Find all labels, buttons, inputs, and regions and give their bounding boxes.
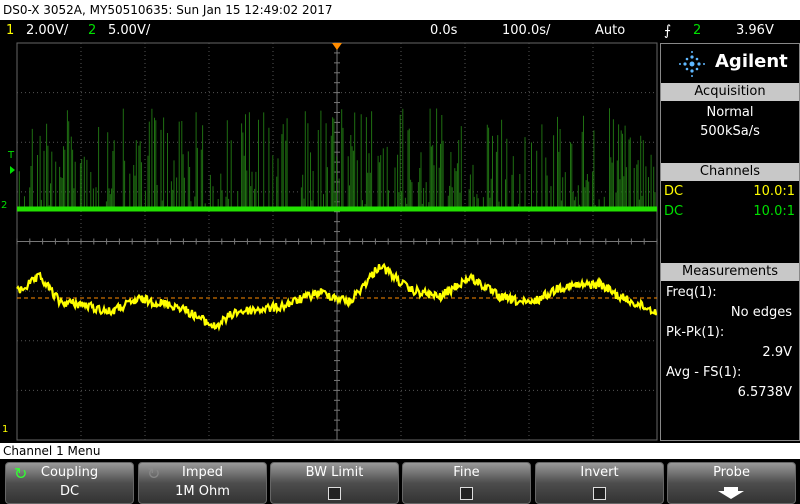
ch1-scale: 2.00V/ xyxy=(26,23,69,38)
measurement-label: Freq(1): xyxy=(666,285,717,300)
softkey-value: 1M Ohm xyxy=(175,484,230,499)
softkey[interactable]: Fine xyxy=(402,462,531,504)
ch2-marker: 2 xyxy=(1,200,8,211)
ch1-trace xyxy=(16,262,658,332)
checkbox[interactable] xyxy=(593,487,606,500)
ch2-coupling: DC xyxy=(664,204,684,219)
ch1-number: 1 xyxy=(6,23,15,38)
graticule-area xyxy=(10,42,658,441)
ch1-marker: 1 xyxy=(2,424,9,435)
menu-title-bar: Channel 1 Menu xyxy=(0,443,800,459)
channels-header: Channels xyxy=(661,163,799,181)
brand: Agilent xyxy=(715,51,788,72)
checkbox[interactable] xyxy=(328,487,341,500)
ch2-probe: 10.0:1 xyxy=(753,204,795,219)
knob-icon: ↻ xyxy=(14,464,28,483)
ch1-coupling: DC xyxy=(664,184,684,199)
measurements-header: Measurements xyxy=(661,263,799,281)
title-bar: DS0-X 3052A, MY50510635: Sun Jan 15 12:4… xyxy=(0,0,800,20)
softkey[interactable]: BW Limit xyxy=(270,462,399,504)
ch2-number: 2 xyxy=(88,23,97,38)
softkey-label: Fine xyxy=(453,465,480,480)
time-reference-marker xyxy=(332,43,342,50)
trigger-mode: Auto xyxy=(595,23,626,38)
acquisition-header: Acquisition xyxy=(661,83,799,101)
measurement-value: 2.9V xyxy=(762,345,792,360)
acquisition-mode: Normal xyxy=(706,105,754,120)
softkey[interactable]: Probe xyxy=(667,462,796,504)
trigger-marker: T xyxy=(8,150,15,161)
softkey[interactable]: ↻ Imped 1M Ohm xyxy=(138,462,267,504)
title: DS0-X 3052A, MY50510635: Sun Jan 15 12:4… xyxy=(3,3,333,17)
checkbox[interactable] xyxy=(460,487,473,500)
measurement-label: Avg - FS(1): xyxy=(666,365,742,380)
trigger-level-arrow xyxy=(10,166,15,174)
measurement-value: No edges xyxy=(730,305,792,320)
knob-icon: ↻ xyxy=(147,464,161,483)
trigger-source: 2 xyxy=(693,23,702,38)
trigger-icon: ⨍ xyxy=(664,23,672,39)
softkey-label: Invert xyxy=(580,465,619,480)
softkey-label: Probe xyxy=(713,465,750,480)
ch1-probe: 10.0:1 xyxy=(753,184,795,199)
measurement-value: 6.5738V xyxy=(737,385,792,400)
softkey-label: BW Limit xyxy=(305,465,364,480)
softkey[interactable]: ↻ Coupling DC xyxy=(5,462,134,504)
measurement-label: Pk-Pk(1): xyxy=(666,325,725,340)
trigger-level: 3.96V xyxy=(736,23,774,38)
ch2-scale: 5.00V/ xyxy=(108,23,151,38)
menu-title: Channel 1 Menu xyxy=(3,444,101,458)
time-scale: 100.0s/ xyxy=(502,23,551,38)
submenu-arrow xyxy=(718,487,744,499)
softkey-label: Imped xyxy=(182,465,223,480)
sample-rate: 500kSa/s xyxy=(700,124,760,139)
softkey[interactable]: Invert xyxy=(535,462,664,504)
softkey-value: DC xyxy=(59,484,80,499)
time-offset: 0.0s xyxy=(430,23,458,38)
agilent-logo xyxy=(679,51,705,77)
softkey-label: Coupling xyxy=(40,465,99,480)
